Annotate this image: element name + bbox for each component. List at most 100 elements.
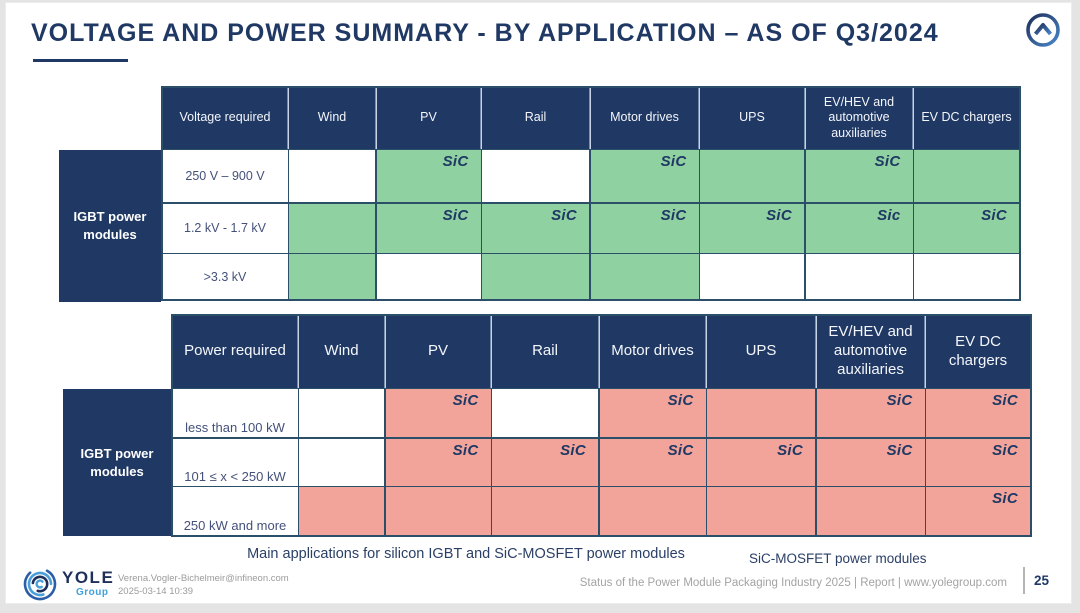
sic-label: SiC (452, 392, 479, 409)
highlighted-cell: SiC (805, 150, 913, 202)
column-header-rail: Rail (492, 315, 598, 388)
empty-cell (299, 438, 384, 486)
footer-source: Status of the Power Module Packaging Ind… (579, 577, 1007, 589)
sic-label: SiC (442, 206, 469, 224)
highlighted-cell (289, 203, 375, 253)
highlighted-cell: SiC (599, 389, 706, 437)
chevron-up-circle-icon (1026, 13, 1060, 47)
caption-main-applications: Main applications for silicon IGBT and S… (247, 546, 685, 562)
sic-label: SiC (777, 441, 803, 459)
title-underline (33, 59, 128, 62)
empty-cell (299, 389, 384, 437)
column-header-ups: UPS (700, 87, 804, 149)
empty-cell (492, 389, 598, 437)
column-header-wind: Wind (299, 315, 384, 388)
slide: VOLTAGE AND POWER SUMMARY - BY APPLICATI… (5, 2, 1072, 604)
sic-label: SiC (981, 206, 1007, 224)
row-label-less-than-100-kw: less than 100 kW (172, 389, 298, 437)
column-header-ev-hev-and-automotive-auxiliaries: EV/HEV and automotive auxiliaries (805, 87, 913, 149)
column-header-rail: Rail (482, 87, 589, 149)
column-header-ups: UPS (707, 315, 815, 388)
igbt-power-modules-label-bottom: IGBT power modules (63, 389, 171, 536)
highlighted-cell: SiC (376, 150, 481, 202)
column-header-ev-dc-chargers: EV DC chargers (914, 87, 1019, 149)
highlighted-cell: SiC (926, 487, 1030, 535)
footer-contact: Verena.Vogler-Bichelmeir@infineon.com 20… (118, 572, 289, 598)
sic-label: SiC (667, 441, 694, 459)
page-number: 25 (1034, 573, 1050, 588)
highlighted-cell: SiC (599, 438, 706, 486)
highlighted-cell (599, 487, 706, 535)
column-header-pv: PV (376, 87, 481, 149)
highlighted-cell (299, 487, 384, 535)
highlighted-cell (700, 150, 804, 202)
column-header-pv: PV (385, 315, 491, 388)
page-title: VOLTAGE AND POWER SUMMARY - BY APPLICATI… (31, 19, 939, 47)
yole-group-logo-icon (23, 567, 57, 601)
highlighted-cell (707, 487, 815, 535)
highlighted-cell (590, 254, 699, 299)
highlighted-cell: SiC (926, 389, 1030, 437)
brand-name: YOLE (62, 568, 115, 587)
empty-cell (914, 254, 1019, 299)
sic-label: SiC (992, 392, 1018, 409)
row-label-3-3-kv: >3.3 kV (162, 254, 288, 299)
sic-label: SiC (874, 153, 901, 170)
igbt-power-modules-label-top: IGBT power modules (59, 150, 161, 302)
footer-datetime: 2025-03-14 10:39 (118, 586, 194, 597)
sic-label: SiC (551, 206, 577, 224)
highlighted-cell (482, 254, 589, 299)
highlighted-cell: SiC (700, 203, 804, 253)
highlighted-cell (289, 254, 375, 299)
sic-label: SiC (886, 441, 913, 459)
brand-wordmark: YOLE Group (62, 569, 114, 598)
column-header-motor-drives: Motor drives (590, 87, 699, 149)
column-header-ev-hev-and-automotive-auxiliaries: EV/HEV and automotive auxiliaries (816, 315, 925, 388)
sic-label: Sic (877, 206, 901, 224)
sic-label: SiC (886, 392, 913, 409)
row-label-101-x-250-kw: 101 ≤ x < 250 kW (172, 438, 298, 486)
empty-cell (482, 150, 589, 202)
column-header-wind: Wind (289, 87, 375, 149)
empty-cell (700, 254, 804, 299)
corner-header-power: Power required (172, 315, 298, 388)
row-label-1-2-kv-1-7-kv: 1.2 kV - 1.7 kV (162, 203, 288, 253)
empty-cell (805, 254, 913, 299)
empty-cell (376, 254, 481, 299)
highlighted-cell: SiC (590, 203, 699, 253)
highlighted-cell: SiC (926, 438, 1030, 486)
sic-label: SiC (442, 153, 469, 170)
sic-label: SiC (766, 206, 792, 224)
sic-label: SiC (660, 153, 687, 170)
highlighted-cell: SiC (376, 203, 481, 253)
corner-header-voltage: Voltage required (162, 87, 288, 149)
brand-subtitle: Group (76, 587, 109, 598)
row-label-250-v-900-v: 250 V – 900 V (162, 150, 288, 202)
footer-email: Verena.Vogler-Bichelmeir@infineon.com (118, 573, 289, 584)
highlighted-cell: SiC (492, 438, 598, 486)
column-header-motor-drives: Motor drives (599, 315, 706, 388)
sic-label: SiC (992, 441, 1018, 459)
highlighted-cell: SiC (816, 389, 925, 437)
voltage-application-table: Voltage required Wind PV Rail Motor drives UP… (161, 86, 1021, 301)
highlighted-cell: SiC (914, 203, 1019, 253)
highlighted-cell (914, 150, 1019, 202)
sic-label: SiC (660, 206, 687, 224)
column-header-ev-dc-chargers: EV DC chargers (926, 315, 1030, 388)
power-application-table: Power required Wind PV Rail Motor drives UPS E… (171, 314, 1032, 537)
highlighted-cell: SiC (816, 438, 925, 486)
sic-label: SiC (452, 441, 479, 459)
highlighted-cell: SiC (385, 389, 491, 437)
sic-label: SiC (992, 490, 1018, 507)
highlighted-cell: SiC (707, 438, 815, 486)
highlighted-cell (492, 487, 598, 535)
highlighted-cell: SiC (385, 438, 491, 486)
highlighted-cell: SiC (482, 203, 589, 253)
sic-label: SiC (667, 392, 694, 409)
highlighted-cell: Sic (805, 203, 913, 253)
caption-sic-mosfet: SiC-MOSFET power modules (749, 551, 927, 566)
footer-divider (1023, 567, 1025, 594)
highlighted-cell (707, 389, 815, 437)
highlighted-cell (385, 487, 491, 535)
row-label-250-kw-and-more: 250 kW and more (172, 487, 298, 535)
